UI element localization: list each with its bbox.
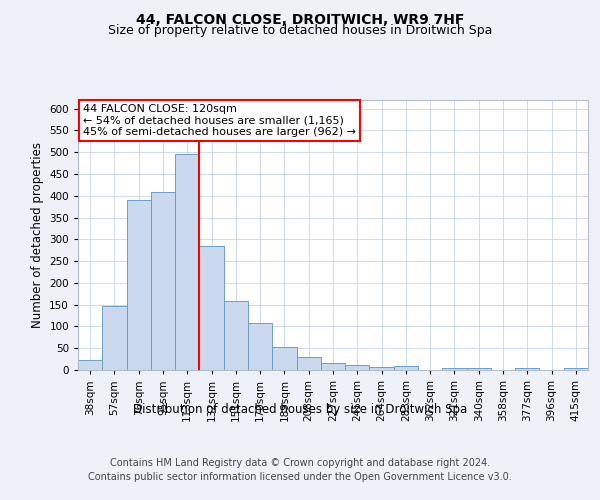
Bar <box>564 368 588 370</box>
Bar <box>102 306 127 370</box>
Text: Contains HM Land Registry data © Crown copyright and database right 2024.: Contains HM Land Registry data © Crown c… <box>110 458 490 468</box>
Bar <box>78 360 102 370</box>
Y-axis label: Number of detached properties: Number of detached properties <box>31 142 44 328</box>
Bar <box>272 347 296 370</box>
Text: Contains public sector information licensed under the Open Government Licence v3: Contains public sector information licen… <box>88 472 512 482</box>
Bar <box>151 192 175 370</box>
Text: Size of property relative to detached houses in Droitwich Spa: Size of property relative to detached ho… <box>108 24 492 37</box>
Bar <box>321 363 345 370</box>
Bar <box>248 323 272 370</box>
Text: 44, FALCON CLOSE, DROITWICH, WR9 7HF: 44, FALCON CLOSE, DROITWICH, WR9 7HF <box>136 12 464 26</box>
Bar <box>224 301 248 370</box>
Bar <box>175 154 199 370</box>
Bar <box>370 367 394 370</box>
Text: Distribution of detached houses by size in Droitwich Spa: Distribution of detached houses by size … <box>133 402 467 415</box>
Bar <box>442 368 467 370</box>
Bar <box>296 357 321 370</box>
Bar <box>127 200 151 370</box>
Bar <box>467 368 491 370</box>
Bar <box>345 365 370 370</box>
Bar <box>394 366 418 370</box>
Text: 44 FALCON CLOSE: 120sqm
← 54% of detached houses are smaller (1,165)
45% of semi: 44 FALCON CLOSE: 120sqm ← 54% of detache… <box>83 104 356 137</box>
Bar <box>515 368 539 370</box>
Bar <box>199 246 224 370</box>
